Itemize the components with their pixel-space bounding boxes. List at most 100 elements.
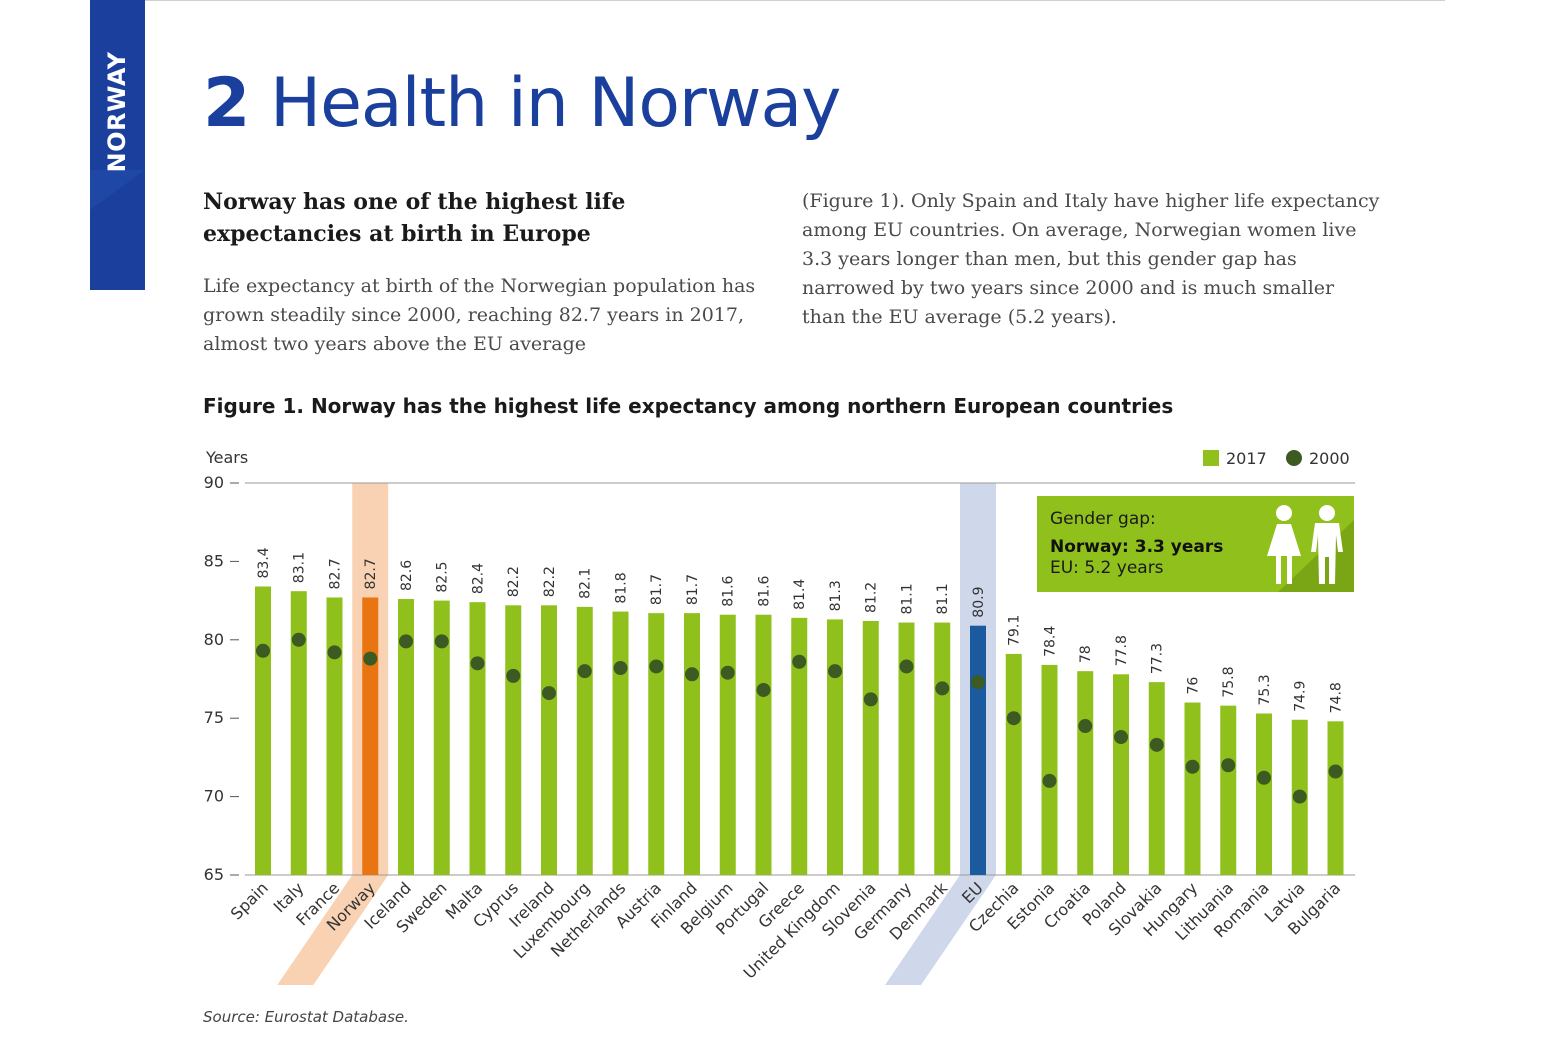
bar-2017-germany: [898, 622, 915, 875]
dot-2000-hungary: [1185, 759, 1200, 774]
highlight-leader-norway: [277, 875, 389, 985]
dot-2000-slovenia: [863, 692, 878, 707]
bar-value-label: 82.7: [328, 558, 344, 589]
bar-2017-croatia: [1077, 671, 1094, 875]
category-labels: SpainItalyFranceNorwayIcelandSwedenMalta…: [227, 878, 1345, 983]
dot-2000-austria: [649, 659, 664, 674]
bar-value-label: 81.4: [792, 579, 808, 610]
gender-gap-norway: Norway: 3.3 years: [1050, 537, 1223, 557]
gender-gap-eu: EU: 5.2 years: [1050, 558, 1164, 578]
top-rule: [145, 0, 1445, 1]
y-tick-label: 70: [204, 787, 224, 806]
bar-value-label: 78: [1078, 645, 1094, 663]
bar-2017-estonia: [1041, 664, 1058, 875]
bar-value-label: 82.2: [506, 566, 522, 597]
section-subheading: Norway has one of the highest life expec…: [203, 189, 626, 247]
bar-value-label: 74.9: [1293, 681, 1309, 712]
category-label: Spain: [227, 878, 272, 923]
legend-swatch-2017: [1203, 450, 1219, 466]
side-tab-fold: [90, 170, 145, 210]
legend: 2017 2000: [1203, 449, 1350, 468]
bar-value-label: 81.6: [757, 575, 773, 606]
legend-label-2000: 2000: [1309, 449, 1350, 468]
bar-2017-romania: [1256, 713, 1272, 875]
bar-value-label: 81.8: [614, 572, 630, 603]
dot-2000-finland: [685, 667, 699, 682]
page-title: 2 Health in Norway: [203, 64, 841, 143]
y-tick-label: 65: [204, 865, 224, 884]
dots-2000: [256, 632, 1343, 804]
dot-2000-italy: [291, 632, 306, 647]
bar-value-label: 75.8: [1221, 666, 1237, 697]
dot-2000-norway: [363, 651, 378, 666]
bar-value-label: 81.3: [828, 580, 844, 611]
bar-2017-luxembourg: [576, 606, 593, 875]
y-tick-label: 85: [204, 551, 224, 570]
dot-2000-malta: [470, 656, 485, 671]
side-tab: [90, 0, 145, 290]
paragraph-1: Life expectancy at birth of the Norwegia…: [203, 275, 756, 355]
bar-2017-bulgaria: [1327, 721, 1344, 875]
bar-2017-slovakia: [1148, 682, 1165, 875]
male-icon: [1311, 505, 1343, 584]
bar-value-label: 81.2: [864, 582, 880, 613]
bar-2017-portugal: [755, 614, 772, 875]
gender-gap-box: Gender gap: Norway: 3.3 years EU: 5.2 ye…: [1037, 496, 1354, 592]
bar-2017-united-kingdom: [827, 619, 843, 875]
legend-dot-2000: [1286, 450, 1302, 466]
dot-2000-denmark: [935, 681, 950, 696]
dot-2000-slovakia: [1149, 737, 1164, 752]
bar-value-label: 83.4: [256, 547, 272, 578]
bar-value-label: 81.7: [649, 574, 665, 605]
dot-2000-eu: [971, 675, 985, 690]
bar-value-label: 83.1: [292, 552, 308, 583]
bar-value-label: 77.3: [1150, 643, 1166, 674]
bar-value-label: 81.6: [721, 575, 737, 606]
bar-2017-austria: [648, 613, 665, 875]
bar-2017-denmark: [934, 622, 951, 875]
bar-2017-slovenia: [862, 620, 879, 875]
section-title: Health in Norway: [269, 64, 841, 143]
bar-2017-finland: [684, 613, 700, 875]
gender-gap-heading: Gender gap:: [1050, 509, 1156, 529]
bar-value-label: 82.2: [542, 566, 558, 597]
bar-value-label: 81.1: [900, 583, 916, 614]
bar-value-label: 76: [1186, 677, 1202, 695]
section-number: 2: [203, 64, 250, 143]
bar-2017-iceland: [398, 599, 414, 875]
bar-2017-netherlands: [612, 611, 629, 875]
bar-value-label: 78.4: [1043, 626, 1059, 657]
dot-2000-belgium: [720, 665, 735, 680]
bar-value-label: 79.1: [1007, 615, 1023, 646]
bar-2017-france: [326, 597, 343, 875]
y-axis-label: Years: [205, 448, 248, 467]
dot-2000-greece: [792, 654, 807, 669]
dot-2000-czechia: [1006, 711, 1021, 726]
figure-source: Source: Eurostat Database.: [203, 1008, 409, 1026]
chart-axes: 65 70 75 80 85 90: [204, 473, 1355, 884]
paragraph-2: (Figure 1). Only Spain and Italy have hi…: [802, 190, 1380, 328]
figure-title: Figure 1. Norway has the highest life ex…: [203, 394, 1174, 418]
dot-2000-cyprus: [506, 668, 521, 683]
bar-value-label: 82.1: [578, 568, 594, 599]
dot-2000-united-kingdom: [828, 664, 842, 679]
dot-2000-france: [327, 645, 342, 660]
dot-2000-germany: [899, 659, 914, 674]
bar-2017-sweden: [433, 600, 450, 875]
dot-2000-lithuania: [1221, 758, 1236, 773]
bar-2017-ireland: [541, 605, 557, 875]
bar-value-labels: 83.4 83.1 82.7 82.7 82.6 82.5 82.4 82.2 82.2 82.1…: [256, 547, 1345, 713]
dot-2000-latvia: [1292, 789, 1307, 804]
bar-value-label: 81.7: [685, 574, 701, 605]
highlight-leader-eu: [885, 875, 996, 985]
bar-2017-italy: [290, 591, 307, 875]
bar-2017-poland: [1113, 674, 1129, 875]
bar-value-label: 82.5: [435, 561, 451, 592]
bar-2017-cyprus: [505, 605, 522, 875]
dot-2000-ireland: [542, 686, 556, 701]
bar-2017-belgium: [719, 614, 736, 875]
bar-2017-greece: [791, 617, 808, 875]
bars-2017: [255, 586, 1344, 875]
bar-2017-eu: [970, 625, 986, 875]
